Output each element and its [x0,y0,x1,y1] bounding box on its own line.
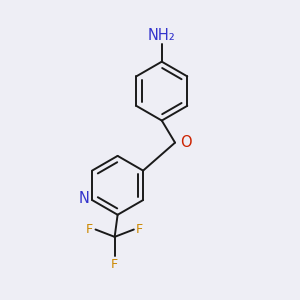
Text: NH₂: NH₂ [148,28,176,43]
Text: F: F [136,223,143,236]
Text: F: F [86,223,93,236]
Text: F: F [111,258,118,272]
Text: O: O [180,135,192,150]
Text: N: N [79,191,90,206]
